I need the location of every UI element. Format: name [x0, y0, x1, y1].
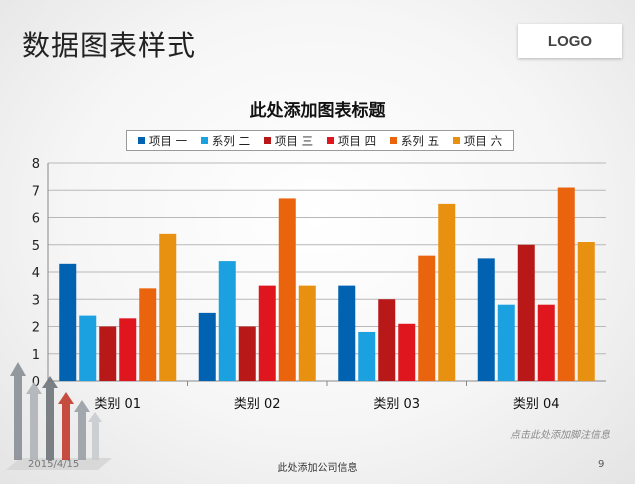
legend-label: 项目 四 — [337, 133, 377, 148]
bar — [59, 263, 77, 381]
bar — [278, 198, 296, 381]
bar — [438, 203, 456, 381]
legend-swatch — [389, 137, 397, 144]
bar — [338, 285, 356, 381]
bar — [557, 187, 575, 381]
x-tick-label: 类别 01 — [94, 397, 141, 412]
legend-label: 项目 三 — [274, 133, 314, 148]
legend-label: 项目 一 — [148, 133, 188, 148]
bar — [577, 242, 595, 381]
y-tick-label: 5 — [32, 239, 40, 254]
page-number: 9 — [598, 459, 605, 470]
bar — [497, 304, 515, 381]
bar — [258, 285, 276, 381]
bar — [537, 304, 555, 381]
bar — [378, 299, 396, 381]
legend-item: 项目 三 — [263, 133, 314, 149]
bar — [218, 261, 236, 381]
legend-label: 项目 六 — [463, 133, 503, 148]
legend-item: 系列 五 — [389, 133, 440, 149]
bar — [398, 323, 416, 381]
bar — [139, 288, 157, 381]
y-tick-label: 3 — [32, 293, 40, 308]
legend-item: 项目 四 — [326, 133, 377, 149]
bar — [298, 285, 316, 381]
x-tick-label: 类别 04 — [513, 397, 560, 412]
legend-swatch — [326, 137, 334, 144]
legend-label: 系列 二 — [211, 133, 251, 148]
bar — [79, 315, 97, 381]
x-tick-label: 类别 02 — [234, 397, 281, 412]
footnote: 点击此处添加脚注信息 — [510, 430, 610, 441]
chart-legend: 项目 一 系列 二 项目 三 项目 四 系列 五 项目 六 — [126, 130, 514, 151]
y-tick-label: 7 — [32, 184, 40, 199]
footer-date: 2015/4/15 — [28, 459, 80, 470]
legend-swatch — [263, 137, 271, 144]
bar — [159, 233, 177, 381]
legend-swatch — [452, 137, 460, 144]
bar — [198, 312, 216, 381]
bar — [418, 255, 436, 381]
bar — [99, 326, 117, 381]
bar — [358, 331, 376, 381]
y-tick-label: 0 — [32, 375, 40, 390]
legend-swatch — [137, 137, 145, 144]
bar — [477, 258, 495, 381]
y-tick-label: 1 — [32, 348, 40, 363]
legend-item: 系列 二 — [200, 133, 251, 149]
bar — [238, 326, 256, 381]
arrows-decoration — [6, 362, 112, 470]
logo: LOGO — [518, 24, 622, 58]
y-tick-label: 4 — [32, 266, 40, 281]
y-tick-label: 8 — [32, 157, 40, 172]
legend-swatch — [200, 137, 208, 144]
chart-title: 此处添加图表标题 — [249, 101, 386, 121]
x-tick-label: 类别 03 — [373, 397, 420, 412]
y-tick-label: 2 — [32, 321, 40, 336]
legend-item: 项目 一 — [137, 133, 188, 149]
legend-label: 系列 五 — [400, 133, 440, 148]
footer-company: 此处添加公司信息 — [277, 463, 358, 474]
y-tick-label: 6 — [32, 212, 40, 227]
legend-item: 项目 六 — [452, 133, 503, 149]
slide-title: 数据图表样式 — [22, 29, 197, 62]
bar — [119, 318, 137, 381]
bar — [517, 244, 535, 381]
